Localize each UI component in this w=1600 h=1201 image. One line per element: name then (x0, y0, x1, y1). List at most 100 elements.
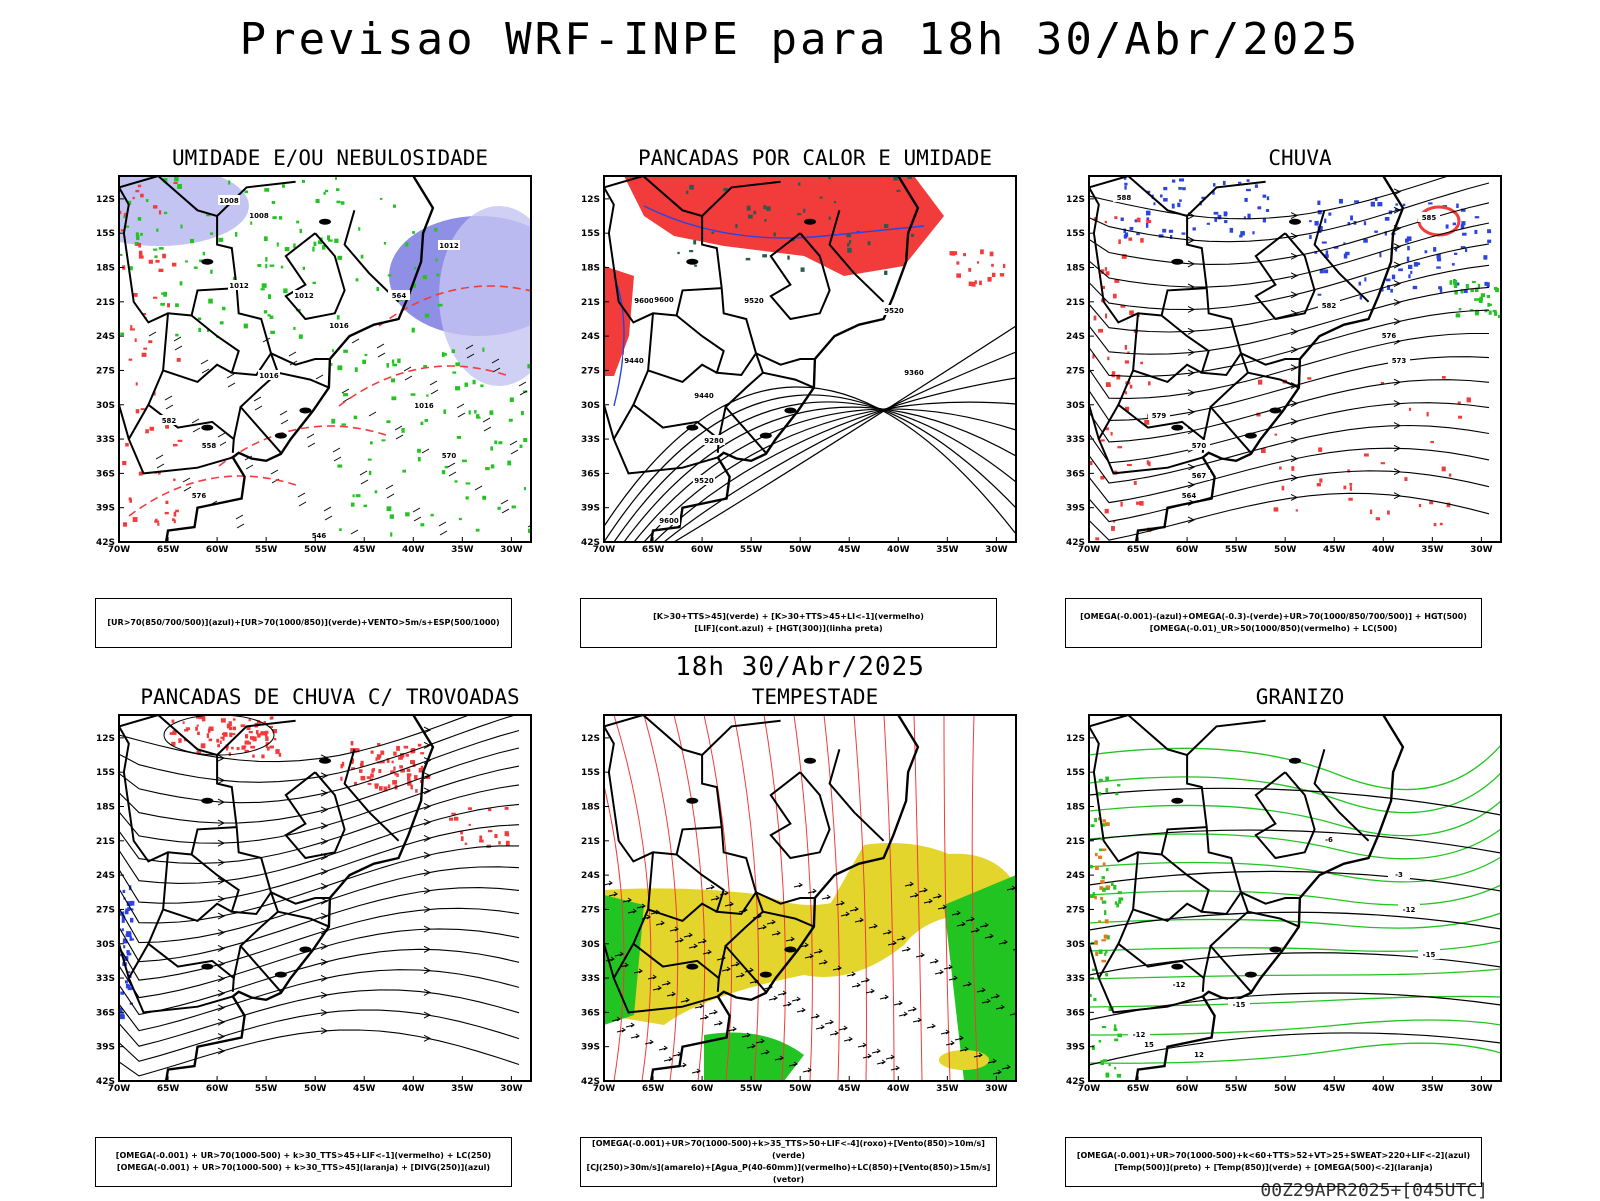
thunderstorm-area (273, 737, 277, 741)
border-line (701, 719, 781, 756)
wind-vector (625, 1022, 635, 1028)
flow-arrow-icon (217, 1018, 226, 1026)
moisture-patch (334, 177, 338, 180)
wind-vector (608, 891, 618, 897)
coastline (164, 715, 435, 1081)
moisture-patch (374, 490, 378, 494)
lat-tick-label: 39S (581, 1043, 600, 1053)
thunderstorm-area (198, 716, 202, 720)
legend-line-1: [K>30+TTS>45](verde) + [K>30+TTS>45+LI<-… (653, 612, 924, 621)
wind-vector (403, 366, 412, 372)
thickness-contour (129, 328, 135, 331)
map-layers: 1008100810121012101210161016101657057658… (119, 176, 531, 542)
lon-tick-label: 35W (451, 1084, 474, 1094)
border-line (127, 943, 234, 1014)
thunderstorm-area (278, 752, 282, 757)
moisture-patch (465, 482, 471, 485)
border-line (604, 186, 677, 324)
temp-850-contour (1106, 935, 1110, 940)
rain-area (1178, 186, 1182, 190)
lake-icon (1244, 971, 1257, 978)
lon-tick-label: 50W (789, 545, 812, 555)
thunderstorm-area (244, 740, 250, 745)
omega-area (1094, 940, 1098, 945)
run-timestamp: 00Z29APR2025+[045UTC] (1260, 1180, 1488, 1201)
rain-area (1104, 267, 1108, 271)
temp-850-contour (1101, 876, 1105, 880)
wind-vector (965, 916, 975, 922)
moisture-patch (140, 232, 143, 236)
rain-area (1319, 269, 1324, 274)
rain-area (1324, 218, 1327, 224)
lake-icon (201, 424, 214, 431)
humidity-patch (689, 250, 694, 253)
contour-label-bg (388, 290, 410, 300)
thickness-contour (177, 439, 183, 442)
flow-arrow-icon (1393, 400, 1402, 408)
legend-box: [OMEGA(-0.001)+UR>70(1000-500)+k<60+TTS>… (1065, 1137, 1482, 1187)
temp-850-contour (1116, 1073, 1122, 1078)
thunderstorm-area (261, 754, 265, 759)
rain-area (1105, 313, 1108, 319)
wind-vector (832, 965, 842, 971)
rain-area (1455, 282, 1460, 286)
wind-vector (865, 988, 875, 994)
rain-area (1445, 224, 1449, 229)
thunderstorm-area (169, 732, 173, 735)
streamline (119, 928, 520, 999)
flow-arrow-icon (320, 974, 329, 982)
moisture-patch (490, 446, 493, 451)
moisture-patch (362, 359, 367, 365)
lake-icon (1171, 797, 1184, 804)
lake-icon (1244, 432, 1257, 439)
border-line (1089, 176, 1252, 454)
thickness-contour (162, 253, 166, 259)
lon-tick-label: 55W (255, 1084, 278, 1094)
divergence-area (124, 980, 128, 984)
humidity-patch (723, 187, 728, 192)
contour-label: -6 (1325, 836, 1333, 844)
rain-area (1146, 220, 1152, 224)
wind-vector (879, 994, 889, 1000)
lifted-index-contour (613, 275, 625, 407)
rain-area (1108, 384, 1111, 387)
rain-area (1384, 231, 1387, 236)
thunderstorm-area (269, 745, 274, 749)
moisture-patch (392, 363, 398, 367)
rain-area (1458, 307, 1462, 311)
wind-vector (829, 1030, 839, 1036)
thunderstorm-area (219, 740, 222, 745)
rain-area (1172, 179, 1176, 183)
rain-area (1279, 466, 1282, 470)
flow-arrow-icon (1187, 260, 1196, 268)
rain-area (1273, 507, 1279, 512)
moisture-patch (243, 323, 248, 329)
contour-label: 576 (192, 492, 207, 500)
map-layers (604, 715, 1016, 1081)
thickness-contour (145, 429, 149, 434)
rain-area (1349, 482, 1353, 486)
contour-label: -12 (1173, 981, 1186, 989)
rain-area (1460, 208, 1466, 212)
moisture-patch (153, 248, 158, 251)
flow-arrow-icon (320, 958, 329, 966)
wind-vector (658, 1045, 668, 1051)
wind-vector (992, 1069, 1002, 1075)
rain-area (1217, 214, 1222, 220)
temp-850-contour (1114, 901, 1118, 905)
temp-850-contour (1103, 1059, 1108, 1062)
moisture-patch (402, 469, 407, 473)
flow-arrow-icon (1393, 243, 1402, 251)
lake-icon (686, 797, 699, 804)
omega-area (1095, 865, 1099, 871)
thunderstorm-area (172, 730, 177, 735)
lon-tick-label: 50W (789, 1084, 812, 1094)
rain-area (1441, 466, 1446, 472)
thunderstorm-area (231, 746, 234, 750)
humidity-patch (745, 257, 751, 261)
rain-area (1102, 285, 1105, 290)
rain-area (1433, 247, 1437, 252)
lat-tick-label: 39S (1066, 504, 1085, 514)
lat-tick-label: 27S (581, 366, 600, 376)
moisture-patch (336, 315, 340, 320)
